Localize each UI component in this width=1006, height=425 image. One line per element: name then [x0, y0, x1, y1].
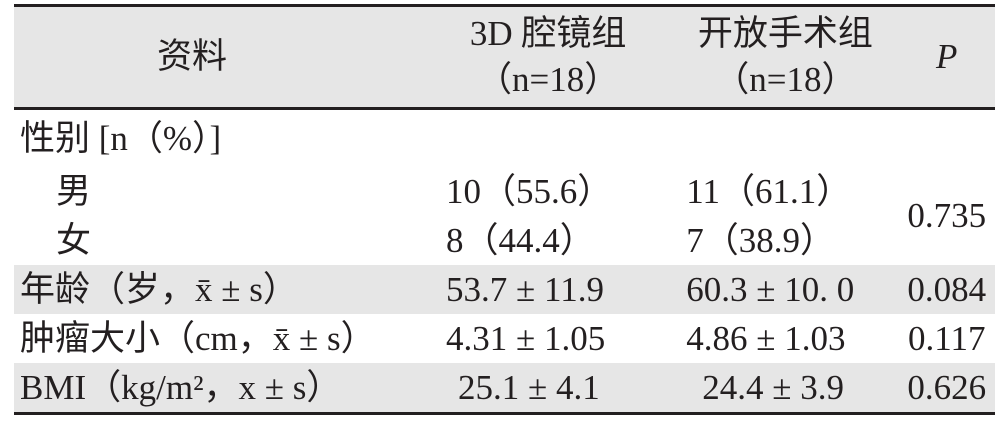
- cell-group2: 4.86 ± 1.03: [686, 318, 846, 358]
- cell-group1: 4.31 ± 1.05: [446, 318, 606, 358]
- header-item: 资料: [157, 37, 228, 76]
- cell: [898, 109, 995, 167]
- group2-name: 开放手术组: [697, 14, 873, 53]
- table-row: 性别 [n（%）]: [14, 109, 995, 167]
- table-row: BMI（kg/m²，x ± s） 25.1 ± 4.1 24.4 ± 3.9 0…: [14, 362, 995, 413]
- cell-p: 0.626: [907, 367, 987, 407]
- cell-group2: 24.4 ± 3.9: [702, 367, 844, 407]
- row-label: 女: [56, 220, 92, 260]
- group2-n: （n=18）: [714, 60, 857, 99]
- cell-p: 0.084: [907, 269, 987, 309]
- cell-group1: 53.7 ± 11.9: [446, 269, 604, 309]
- group1-n: （n=18）: [477, 60, 620, 99]
- table-row: 年龄（岁，x̄ ± s） 53.7 ± 11.9 60.3 ± 10. 0 0.…: [14, 264, 995, 314]
- group1-name: 3D 腔镜组: [469, 14, 627, 53]
- header-group2: 开放手术组 （n=18）: [672, 6, 898, 109]
- table-row: 男 10（55.6） 11（61.1） 0.735: [14, 167, 995, 236]
- row-label: 肿瘤大小（cm，x̄ ± s）: [20, 318, 376, 358]
- cell-group1: 10（55.6）: [446, 171, 613, 211]
- cell-p: 0.735: [907, 196, 987, 235]
- row-label: 男: [56, 171, 92, 211]
- table-row: 女 8（44.4） 7（38.9）: [14, 216, 995, 265]
- baseline-table: 资料 3D 腔镜组 （n=18） 开放手术组 （n=18） P 性别 [n（%）] …: [14, 4, 995, 415]
- cell: [424, 109, 672, 167]
- header-group1: 3D 腔镜组 （n=18）: [424, 6, 672, 109]
- cell-group2: 7（38.9）: [686, 220, 836, 260]
- table-row: 肿瘤大小（cm，x̄ ± s） 4.31 ± 1.05 4.86 ± 1.03 …: [14, 314, 995, 363]
- header-row: 资料 3D 腔镜组 （n=18） 开放手术组 （n=18） P: [14, 5, 995, 109]
- cell-p: 0.117: [908, 318, 986, 358]
- cell-group1: 25.1 ± 4.1: [458, 367, 600, 407]
- cell-group1: 8（44.4）: [446, 220, 595, 260]
- row-label: 年龄（岁，x̄ ± s）: [20, 269, 298, 309]
- row-label: 性别 [n（%）]: [20, 118, 222, 158]
- cell-group2: 60.3 ± 10. 0: [686, 269, 855, 309]
- p-label: P: [936, 37, 958, 76]
- row-label: BMI（kg/m²，x ± s）: [20, 367, 342, 407]
- cell-group2: 11（61.1）: [686, 171, 852, 211]
- cell: [672, 109, 898, 167]
- header-p: P: [898, 6, 995, 109]
